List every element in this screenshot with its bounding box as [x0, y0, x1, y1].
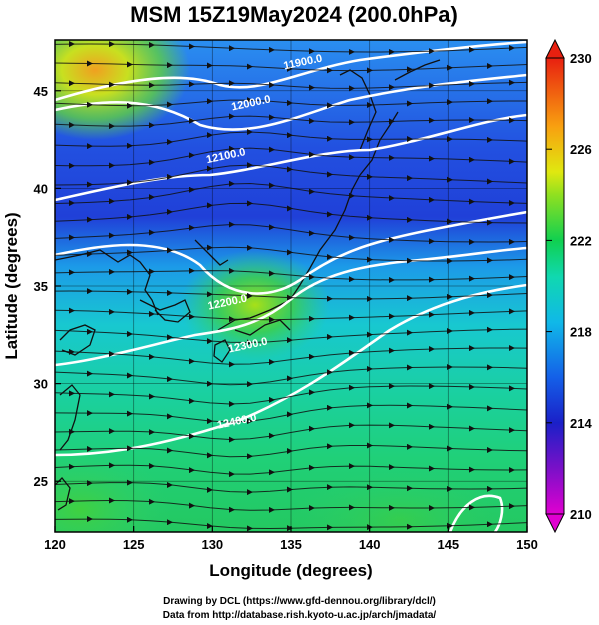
- x-tick-label: 125: [123, 537, 145, 552]
- y-tick-label: 35: [34, 279, 48, 294]
- colorbar-tick-label: 210: [570, 507, 592, 522]
- streamline: [55, 347, 527, 365]
- colorbar-tick-label: 230: [570, 51, 592, 66]
- contour-12000: [55, 73, 527, 131]
- x-axis: 120 125 130 135 140 145 150: [44, 526, 538, 552]
- colorbar: 210 214 218 222 226 230: [545, 38, 592, 534]
- x-tick-label: 130: [201, 537, 223, 552]
- y-axis-label: Latitude (degrees): [2, 212, 21, 359]
- streamline: [55, 499, 527, 511]
- height-contours: [55, 40, 527, 532]
- colorbar-tick-label: 222: [570, 233, 592, 248]
- x-tick-label: 150: [516, 537, 538, 552]
- streamline: [55, 309, 527, 321]
- y-tick-label: 30: [34, 377, 48, 392]
- streamline: [55, 464, 527, 475]
- x-tick-label: 145: [437, 537, 459, 552]
- contour-12200: [55, 210, 527, 295]
- colorbar-tick-label: 226: [570, 142, 592, 157]
- streamline: [55, 385, 527, 405]
- streamline: [55, 43, 527, 53]
- y-tick-label: 45: [34, 84, 48, 99]
- streamline: [55, 270, 527, 281]
- y-tick-label: 40: [34, 181, 48, 196]
- chart-title: MSM 15Z19May2024 (200.0hPa): [130, 2, 458, 27]
- y-axis: 25 30 35 40 45: [34, 84, 61, 489]
- streamline: [55, 147, 527, 167]
- contour-12400: [55, 283, 527, 457]
- warm-region-south: [55, 450, 170, 532]
- contour-12500-fragment: [448, 494, 504, 532]
- streamline: [55, 424, 527, 441]
- streamline: [55, 182, 527, 204]
- colorbar-tick-label: 218: [570, 325, 592, 340]
- colorbar-max-arrow: [545, 38, 565, 59]
- colorbar-tick-label: 214: [570, 416, 592, 431]
- colorbar-ticks: 210 214 218 222 226 230: [546, 51, 592, 522]
- wind-streamlines: [55, 41, 527, 532]
- colorbar-scale: [545, 57, 565, 515]
- x-tick-label: 120: [44, 537, 66, 552]
- x-tick-label: 140: [359, 537, 381, 552]
- x-axis-label: Longitude (degrees): [209, 561, 372, 580]
- streamline: [55, 115, 527, 127]
- y-tick-label: 25: [34, 474, 48, 489]
- streamline: [55, 81, 527, 89]
- streamline: [55, 224, 527, 243]
- x-tick-label: 135: [280, 537, 302, 552]
- footer-credit-drawing: Drawing by DCL (https://www.gfd-dennou.o…: [163, 596, 436, 607]
- contour-11900: [55, 40, 527, 102]
- warm-region-southeast: [290, 470, 510, 532]
- footer-credit-data: Data from http://database.rish.kyoto-u.a…: [162, 610, 437, 621]
- colorbar-min-arrow: [545, 513, 565, 534]
